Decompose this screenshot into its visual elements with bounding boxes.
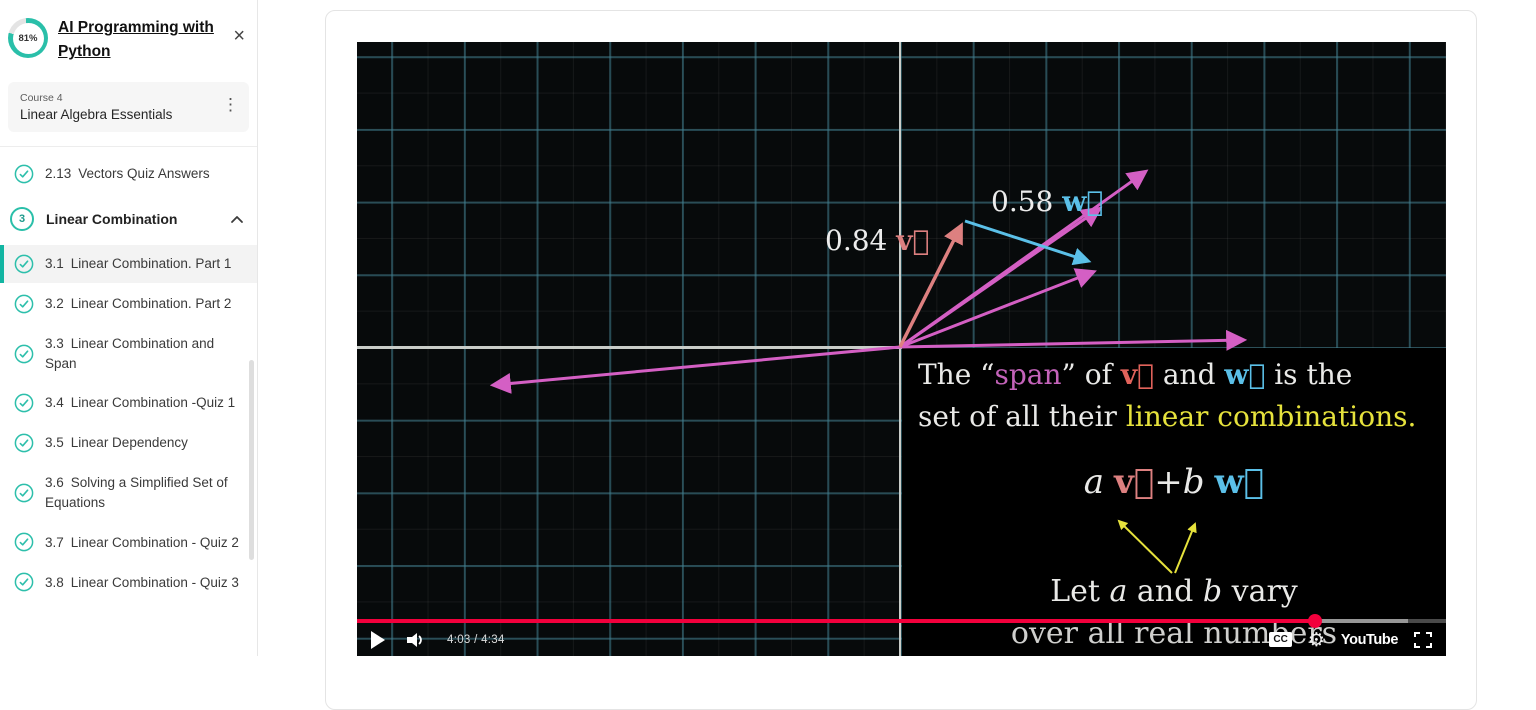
check-circle-icon (14, 294, 34, 314)
fullscreen-icon[interactable] (1414, 631, 1432, 648)
lesson-item-3-1[interactable]: 3.1 Linear Combination. Part 1 (0, 245, 257, 284)
lesson-item-3-5[interactable]: 3.5 Linear Dependency (0, 424, 257, 462)
captions-button[interactable]: CC (1269, 632, 1292, 647)
course-number: Course 4 (20, 92, 63, 105)
v-vector-label: 0.84 v⃗ (825, 224, 930, 257)
time-display: 4:03 / 4:34 (447, 633, 505, 646)
section-title: Linear Combination (46, 211, 178, 228)
video-player[interactable]: The “span” of v⃗ and w⃗ is the set of al… (357, 42, 1446, 656)
progress-bar[interactable] (357, 614, 1446, 628)
youtube-logo[interactable]: YouTube (1340, 631, 1398, 648)
lesson-number: 3.5 (45, 435, 64, 451)
check-circle-icon (14, 344, 34, 363)
sidebar-header: 81% AI Programming with Python × (0, 0, 257, 74)
check-circle-icon (14, 483, 34, 503)
lesson-label: Linear Combination. Part 1 (70, 256, 232, 272)
lesson-list: 2.13 Vectors Quiz Answers 3 Linear Combin… (0, 147, 257, 601)
progress-ring: 81% (8, 18, 48, 58)
lesson-label: Linear Combination - Quiz 2 (70, 534, 239, 550)
lesson-label: Solving a Simplified Set of Equations (45, 475, 228, 510)
lesson-number: 2.13 (45, 166, 72, 182)
lesson-item-3-3[interactable]: 3.3 Linear Combination and Span (0, 325, 257, 382)
player-controls: 4:03 / 4:34 CC ⚙ YouTube (357, 623, 1446, 656)
settings-gear-icon[interactable]: ⚙ (1307, 628, 1325, 651)
lesson-item-3-6[interactable]: 3.6 Solving a Simplified Set of Equations (0, 464, 257, 521)
caption-line-1: The “span” of v⃗ and w⃗ is the (918, 358, 1353, 391)
check-circle-icon (14, 532, 34, 552)
close-icon[interactable]: × (233, 25, 245, 47)
chevron-up-icon[interactable] (229, 213, 245, 226)
sidebar-scrollbar[interactable] (249, 360, 254, 560)
y-axis (899, 42, 901, 656)
caption-line-2: set of all their linear combinations. (918, 400, 1417, 433)
lesson-item-3-2[interactable]: 3.2 Linear Combination. Part 2 (0, 285, 257, 323)
equation: a v⃗+b w⃗ (1083, 462, 1265, 502)
played-bar (357, 619, 1315, 623)
let-a-b-vary-line: Let a and b vary (1050, 574, 1298, 609)
progress-value: 81% (12, 22, 44, 54)
lesson-number: 3.1 (45, 256, 64, 272)
check-circle-icon (14, 393, 34, 413)
caption-box: The “span” of v⃗ and w⃗ is the set of al… (902, 348, 1446, 656)
scrubber-knob[interactable] (1308, 614, 1322, 628)
play-button[interactable] (371, 630, 385, 649)
section-header-linear-combination[interactable]: 3 Linear Combination (0, 195, 257, 243)
lesson-number: 3.2 (45, 296, 64, 312)
section-number-badge: 3 (10, 207, 34, 232)
course-sidebar: 81% AI Programming with Python × Course … (0, 0, 258, 656)
lesson-number: 3.3 (45, 336, 64, 352)
x-axis (357, 346, 903, 349)
lesson-item-3-8[interactable]: 3.8 Linear Combination - Quiz 3 (0, 563, 257, 601)
lesson-label: Linear Combination -Quiz 1 (70, 395, 236, 411)
lesson-item-3-7[interactable]: 3.7 Linear Combination - Quiz 2 (0, 523, 257, 561)
course-name: Linear Algebra Essentials (20, 107, 173, 123)
lesson-label: Linear Combination. Part 2 (70, 296, 232, 312)
course-card[interactable]: Course 4 Linear Algebra Essentials ⋮ (8, 82, 249, 133)
lesson-label: Linear Combination - Quiz 3 (70, 574, 239, 590)
lesson-label: Linear Combination and Span (45, 336, 215, 371)
lesson-item-3-4[interactable]: 3.4 Linear Combination -Quiz 1 (0, 384, 257, 422)
lesson-item-2-13[interactable]: 2.13 Vectors Quiz Answers (0, 155, 257, 193)
check-circle-icon (14, 572, 34, 592)
check-circle-icon (14, 254, 34, 274)
lesson-label: Vectors Quiz Answers (78, 166, 210, 182)
lesson-number: 3.7 (45, 534, 64, 550)
program-title-link[interactable]: AI Programming with Python (58, 19, 214, 61)
lesson-label: Linear Dependency (70, 435, 188, 451)
kebab-menu-icon[interactable]: ⋮ (222, 95, 239, 115)
lesson-number: 3.6 (45, 475, 64, 491)
lesson-number: 3.8 (45, 574, 64, 590)
w-vector-label: 0.58 w⃗ (991, 185, 1104, 218)
lesson-number: 3.4 (45, 395, 64, 411)
check-circle-icon (14, 433, 34, 453)
volume-icon[interactable] (405, 630, 427, 650)
divider (0, 146, 257, 148)
check-circle-icon (14, 164, 34, 184)
